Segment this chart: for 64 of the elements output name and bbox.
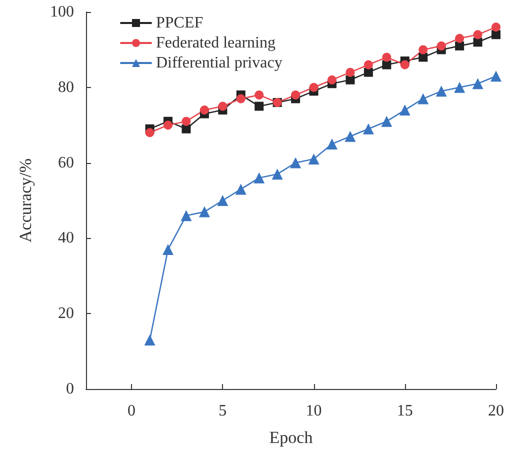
point [180,210,192,222]
point [309,82,318,92]
point [454,82,466,93]
point [455,41,464,50]
point [382,60,392,70]
point [492,30,500,40]
point [400,60,410,70]
point [182,124,191,134]
x-tick-label: 20 [488,402,504,420]
point [473,38,482,47]
point [326,138,338,150]
y-tick-label: 20 [58,305,74,322]
point [418,93,429,104]
x-axis-title: Epoch [269,428,314,447]
point [254,90,264,100]
point [162,244,174,256]
point [362,123,374,134]
y-tick-label: 60 [58,154,74,172]
point [490,70,502,82]
legend-label: Differential privacy [156,54,282,72]
point [346,68,355,77]
legend-label: Federated learning [156,34,276,52]
y-axis-title: Accuracy/% [16,158,35,243]
point [473,30,482,40]
x-tick-label: 10 [306,402,322,420]
x-tick-label: 15 [396,402,413,420]
point [236,94,246,104]
y-tick-label: 80 [58,78,74,96]
point [182,116,191,126]
point [272,168,283,180]
point [346,75,355,84]
point [198,206,210,218]
point [381,116,392,127]
point [492,22,500,32]
point [235,184,246,195]
point [144,334,156,346]
point [418,45,428,54]
y-tick-label: 100 [50,4,74,20]
point [200,106,209,115]
point [382,52,392,62]
point [436,86,447,97]
point [364,60,373,70]
point [455,34,464,43]
point [254,102,264,111]
point [145,128,154,138]
x-tick-label: 5 [218,402,227,420]
y-tick-label: 40 [58,230,74,247]
point [418,52,428,62]
point [290,157,302,168]
y-tick-label: 0 [66,380,74,398]
point [472,78,484,90]
point [217,195,228,206]
x-tick-label: 0 [128,402,136,420]
point [164,120,172,130]
point [364,68,373,77]
point [399,104,410,116]
point [328,75,336,84]
point [291,90,300,100]
point [218,102,228,111]
point [436,41,446,50]
point [308,154,320,165]
point [344,130,356,142]
legend-label: PPCEF [156,14,204,32]
point [254,172,265,184]
